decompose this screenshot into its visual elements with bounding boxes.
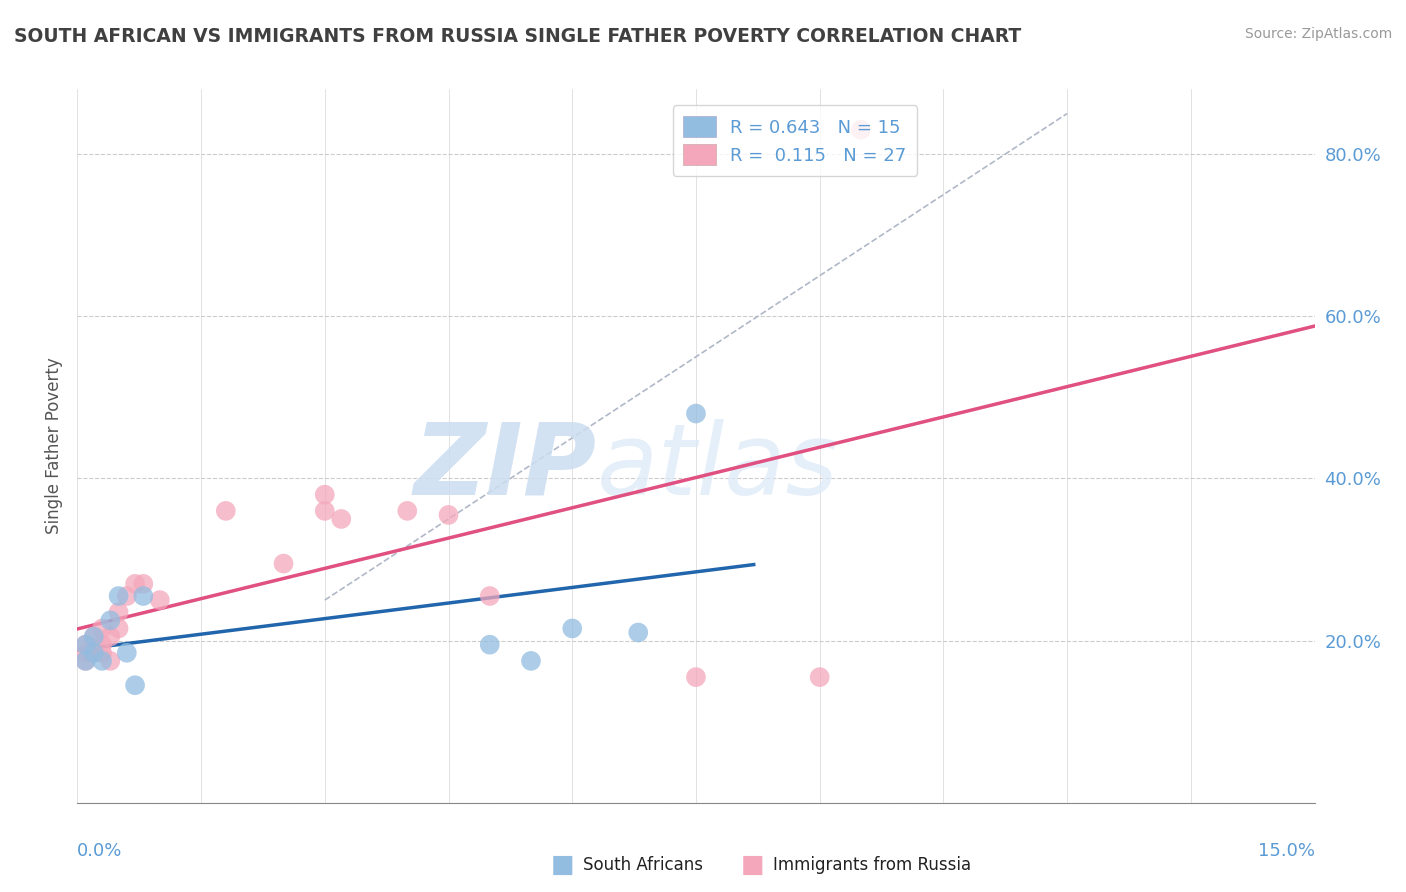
Point [849,122,872,136]
Point [75,646,97,660]
Text: South Africans: South Africans [583,856,703,874]
Text: ■: ■ [551,854,574,877]
Point [107,605,129,619]
Point [132,577,155,591]
Point [124,577,146,591]
Point [808,670,831,684]
Point [149,593,172,607]
Point [115,589,138,603]
Point [561,622,583,636]
Point [124,678,146,692]
Text: SOUTH AFRICAN VS IMMIGRANTS FROM RUSSIA SINGLE FATHER POVERTY CORRELATION CHART: SOUTH AFRICAN VS IMMIGRANTS FROM RUSSIA … [14,27,1021,45]
Point [478,638,501,652]
Text: ■: ■ [741,854,763,877]
Legend: R = 0.643   N = 15, R =  0.115   N = 27: R = 0.643 N = 15, R = 0.115 N = 27 [672,105,917,176]
Text: Source: ZipAtlas.com: Source: ZipAtlas.com [1244,27,1392,41]
Point [314,488,336,502]
Y-axis label: Single Father Poverty: Single Father Poverty [45,358,63,534]
Point [75,654,97,668]
Point [91,654,114,668]
Point [98,654,121,668]
Point [75,654,97,668]
Point [520,654,543,668]
Text: Immigrants from Russia: Immigrants from Russia [773,856,972,874]
Text: 0.0%: 0.0% [77,842,122,860]
Point [83,630,105,644]
Point [314,504,336,518]
Point [98,630,121,644]
Point [75,638,97,652]
Point [91,638,114,652]
Point [83,646,105,660]
Text: ZIP: ZIP [413,419,598,516]
Point [75,638,97,652]
Point [115,646,138,660]
Text: atlas: atlas [598,419,838,516]
Point [627,625,650,640]
Point [685,670,707,684]
Point [83,630,105,644]
Point [478,589,501,603]
Point [273,557,295,571]
Text: 15.0%: 15.0% [1257,842,1315,860]
Point [330,512,353,526]
Point [437,508,460,522]
Point [215,504,238,518]
Point [91,646,114,660]
Point [91,622,114,636]
Point [83,646,105,660]
Point [396,504,419,518]
Point [132,589,155,603]
Point [107,589,129,603]
Point [98,613,121,627]
Point [107,622,129,636]
Point [685,407,707,421]
